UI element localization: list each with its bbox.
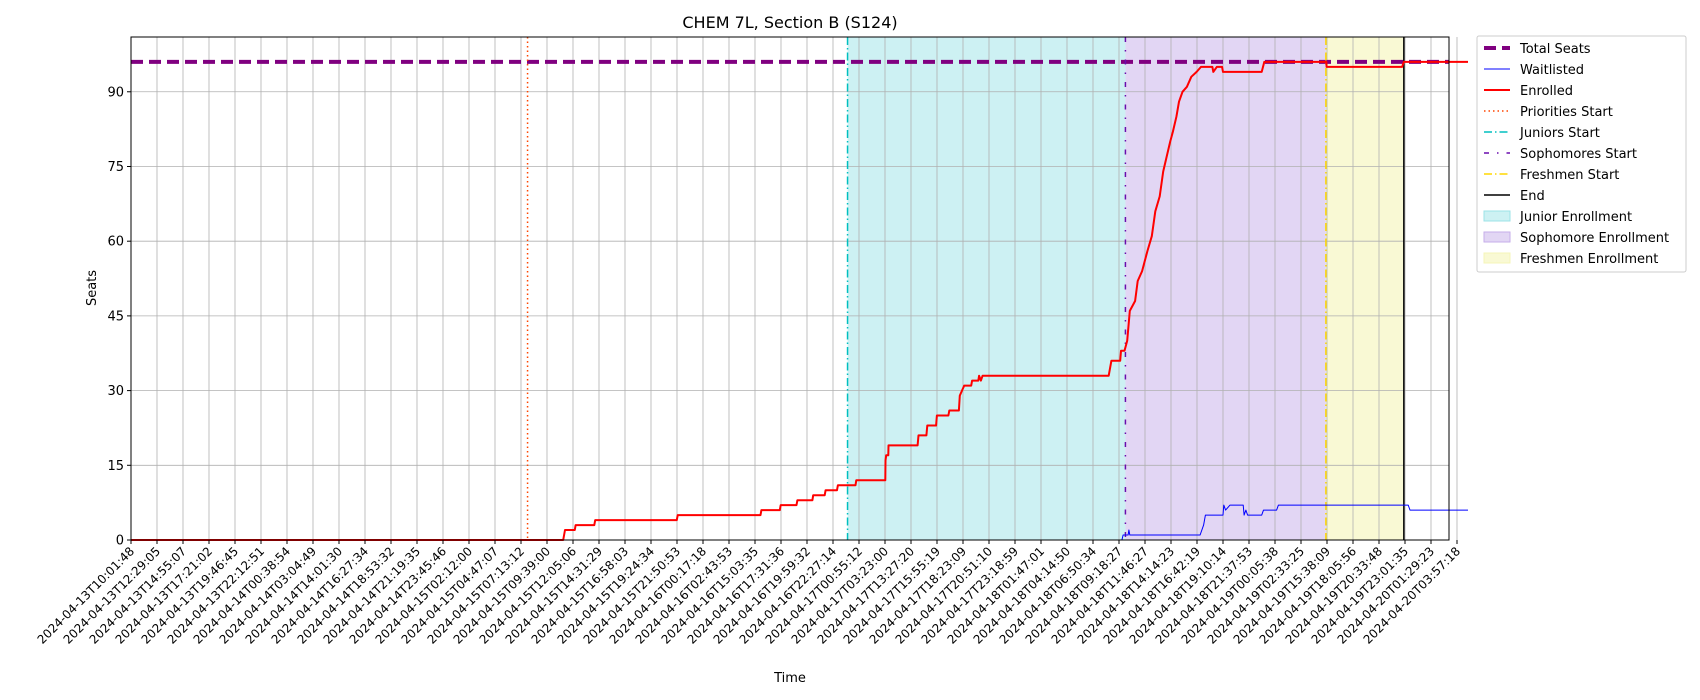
y-axis: 0 15 30 45 60 75 90 xyxy=(107,85,131,549)
legend: Total Seats Waitlisted Enrolled Priorities … xyxy=(1476,35,1687,273)
legend-label: Junior Enrollment xyxy=(1519,210,1632,225)
x-axis-label: Time xyxy=(773,671,806,686)
freshmen-enrollment-region xyxy=(1325,37,1404,540)
legend-label: End xyxy=(1520,189,1545,204)
legend-swatch xyxy=(1483,210,1511,222)
data-series xyxy=(131,60,1468,541)
legend-label: Freshmen Enrollment xyxy=(1520,252,1658,267)
y-tick-label: 45 xyxy=(107,309,124,324)
chart-title: CHEM 7L, Section B (S124) xyxy=(682,13,897,32)
legend-label: Priorities Start xyxy=(1520,105,1613,120)
sophomore-enrollment-region xyxy=(1125,37,1326,540)
legend-label: Freshmen Start xyxy=(1520,168,1619,183)
series-waitlisted-line xyxy=(131,504,1468,541)
grid-lines xyxy=(130,37,1458,541)
legend-swatch xyxy=(1483,252,1511,264)
event-lines xyxy=(526,37,1405,540)
plot-frame xyxy=(130,36,1450,541)
y-axis-label: Seats xyxy=(85,270,100,306)
y-tick-label: 60 xyxy=(107,235,124,250)
junior-enrollment-region xyxy=(847,37,1126,540)
y-tick-label: 0 xyxy=(116,534,124,549)
x-axis: 2024-04-13T10:01:482024-04-13T12:29:0520… xyxy=(35,540,1463,647)
legend-label: Juniors Start xyxy=(1519,126,1600,141)
enrollment-period-shading xyxy=(847,37,1404,540)
legend-label: Sophomores Start xyxy=(1520,147,1637,162)
y-tick-label: 15 xyxy=(107,459,124,474)
legend-box xyxy=(1476,35,1687,273)
y-tick-label: 75 xyxy=(107,160,124,175)
legend-label: Enrolled xyxy=(1520,84,1573,99)
legend-label: Sophomore Enrollment xyxy=(1520,231,1669,246)
series-enrolled-line xyxy=(131,60,1468,541)
y-tick-label: 30 xyxy=(107,384,124,399)
legend-label: Waitlisted xyxy=(1520,63,1584,78)
legend-swatch xyxy=(1483,231,1511,243)
legend-label: Total Seats xyxy=(1519,42,1591,57)
y-tick-label: 90 xyxy=(107,85,124,100)
